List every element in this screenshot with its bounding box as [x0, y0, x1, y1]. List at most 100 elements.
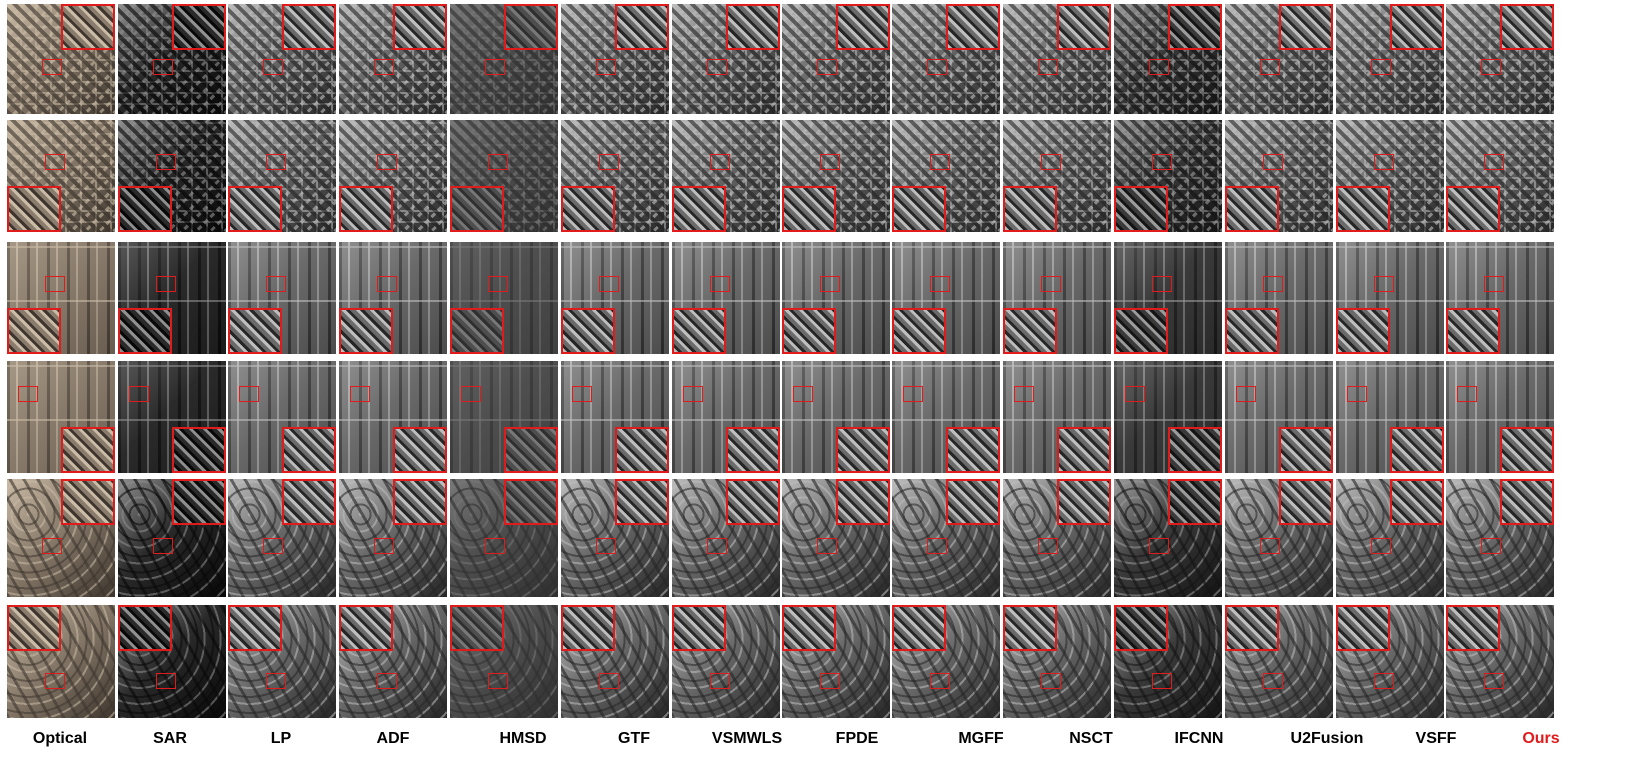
zoomed-inset — [892, 186, 946, 232]
zoomed-inset-content — [1005, 607, 1055, 649]
region-of-interest-box — [1260, 538, 1280, 554]
zoomed-inset-content — [452, 310, 502, 352]
zoomed-inset — [1500, 4, 1554, 50]
column-label-adf: ADF — [376, 730, 410, 747]
image-tile-r2-optical — [7, 120, 115, 232]
region-of-interest-box — [1263, 154, 1283, 170]
column-label-gtf: GTF — [618, 730, 650, 747]
image-tile-r3-fpde — [782, 242, 890, 354]
zoomed-inset-content — [120, 607, 170, 649]
zoomed-inset-content — [452, 607, 502, 649]
image-tile-r5-lp — [228, 479, 336, 597]
region-of-interest-box — [1041, 673, 1061, 689]
zoomed-inset-content — [617, 6, 667, 48]
zoomed-inset-content — [1338, 310, 1388, 352]
image-tile-r5-adf — [339, 479, 447, 597]
zoomed-inset — [1114, 605, 1168, 651]
zoomed-inset-content — [120, 310, 170, 352]
region-of-interest-box — [1149, 59, 1169, 75]
region-of-interest-box — [707, 59, 727, 75]
region-of-interest-box — [927, 59, 947, 75]
zoomed-inset — [726, 427, 780, 473]
image-tile-r3-gtf — [561, 242, 669, 354]
zoomed-inset — [504, 427, 558, 473]
image-tile-r4-hmsd — [450, 361, 558, 473]
zoomed-inset-content — [1227, 607, 1277, 649]
zoomed-inset — [1168, 4, 1222, 50]
image-tile-r1-hmsd — [450, 4, 558, 114]
region-of-interest-box — [42, 538, 62, 554]
image-tile-r2-gtf — [561, 120, 669, 232]
region-of-interest-box — [45, 154, 65, 170]
zoomed-inset — [672, 605, 726, 651]
zoomed-inset — [1003, 308, 1057, 354]
image-tile-r4-ifcnn — [1114, 361, 1222, 473]
region-of-interest-box — [1152, 673, 1172, 689]
region-of-interest-box — [1038, 59, 1058, 75]
region-of-interest-box — [263, 538, 283, 554]
region-of-interest-box — [350, 386, 370, 402]
image-tile-r2-hmsd — [450, 120, 558, 232]
zoomed-inset-content — [395, 481, 445, 523]
zoomed-inset-content — [948, 6, 998, 48]
image-tile-r3-hmsd — [450, 242, 558, 354]
zoomed-inset-content — [63, 6, 113, 48]
zoomed-inset — [561, 186, 615, 232]
image-tile-r4-nsct — [1003, 361, 1111, 473]
zoomed-inset-content — [395, 6, 445, 48]
zoomed-inset-content — [452, 188, 502, 230]
zoomed-inset-content — [1448, 310, 1498, 352]
zoomed-inset-content — [1170, 429, 1220, 471]
zoomed-inset-content — [674, 310, 724, 352]
zoomed-inset — [561, 605, 615, 651]
image-tile-r1-u2fusion — [1225, 4, 1333, 114]
zoomed-inset-content — [1448, 607, 1498, 649]
zoomed-inset-content — [1338, 607, 1388, 649]
zoomed-inset — [393, 4, 447, 50]
image-tile-r3-ifcnn — [1114, 242, 1222, 354]
region-of-interest-box — [377, 673, 397, 689]
image-tile-r6-nsct — [1003, 605, 1111, 718]
zoomed-inset-content — [674, 607, 724, 649]
region-of-interest-box — [45, 673, 65, 689]
zoomed-inset — [1168, 479, 1222, 525]
zoomed-inset — [1279, 4, 1333, 50]
zoomed-inset — [118, 308, 172, 354]
image-tile-r2-adf — [339, 120, 447, 232]
zoomed-inset — [450, 605, 504, 651]
zoomed-inset-content — [1170, 481, 1220, 523]
region-of-interest-box — [903, 386, 923, 402]
zoomed-inset-content — [784, 607, 834, 649]
zoomed-inset-content — [1281, 429, 1331, 471]
region-of-interest-box — [461, 386, 481, 402]
region-of-interest-box — [1484, 673, 1504, 689]
region-of-interest-box — [156, 673, 176, 689]
zoomed-inset-content — [1281, 6, 1331, 48]
image-tile-r6-lp — [228, 605, 336, 718]
region-of-interest-box — [1038, 538, 1058, 554]
region-of-interest-box — [1347, 386, 1367, 402]
zoomed-inset — [782, 186, 836, 232]
image-tile-r6-u2fusion — [1225, 605, 1333, 718]
region-of-interest-box — [1014, 386, 1034, 402]
zoomed-inset-content — [1227, 188, 1277, 230]
zoomed-inset-content — [563, 310, 613, 352]
zoomed-inset-content — [674, 188, 724, 230]
region-of-interest-box — [374, 59, 394, 75]
zoomed-inset — [1279, 479, 1333, 525]
region-of-interest-box — [42, 59, 62, 75]
zoomed-inset — [339, 605, 393, 651]
zoomed-inset — [7, 605, 61, 651]
image-tile-r1-lp — [228, 4, 336, 114]
region-of-interest-box — [266, 673, 286, 689]
image-tile-r5-vsff — [1336, 479, 1444, 597]
zoomed-inset — [1446, 605, 1500, 651]
image-tile-r4-vsmwls — [672, 361, 780, 473]
column-label-u2fusion: U2Fusion — [1290, 730, 1364, 747]
zoomed-inset — [1336, 308, 1390, 354]
zoomed-inset — [282, 427, 336, 473]
zoomed-inset — [1003, 186, 1057, 232]
image-tile-r2-ifcnn — [1114, 120, 1222, 232]
column-label-nsct: NSCT — [1069, 730, 1113, 747]
